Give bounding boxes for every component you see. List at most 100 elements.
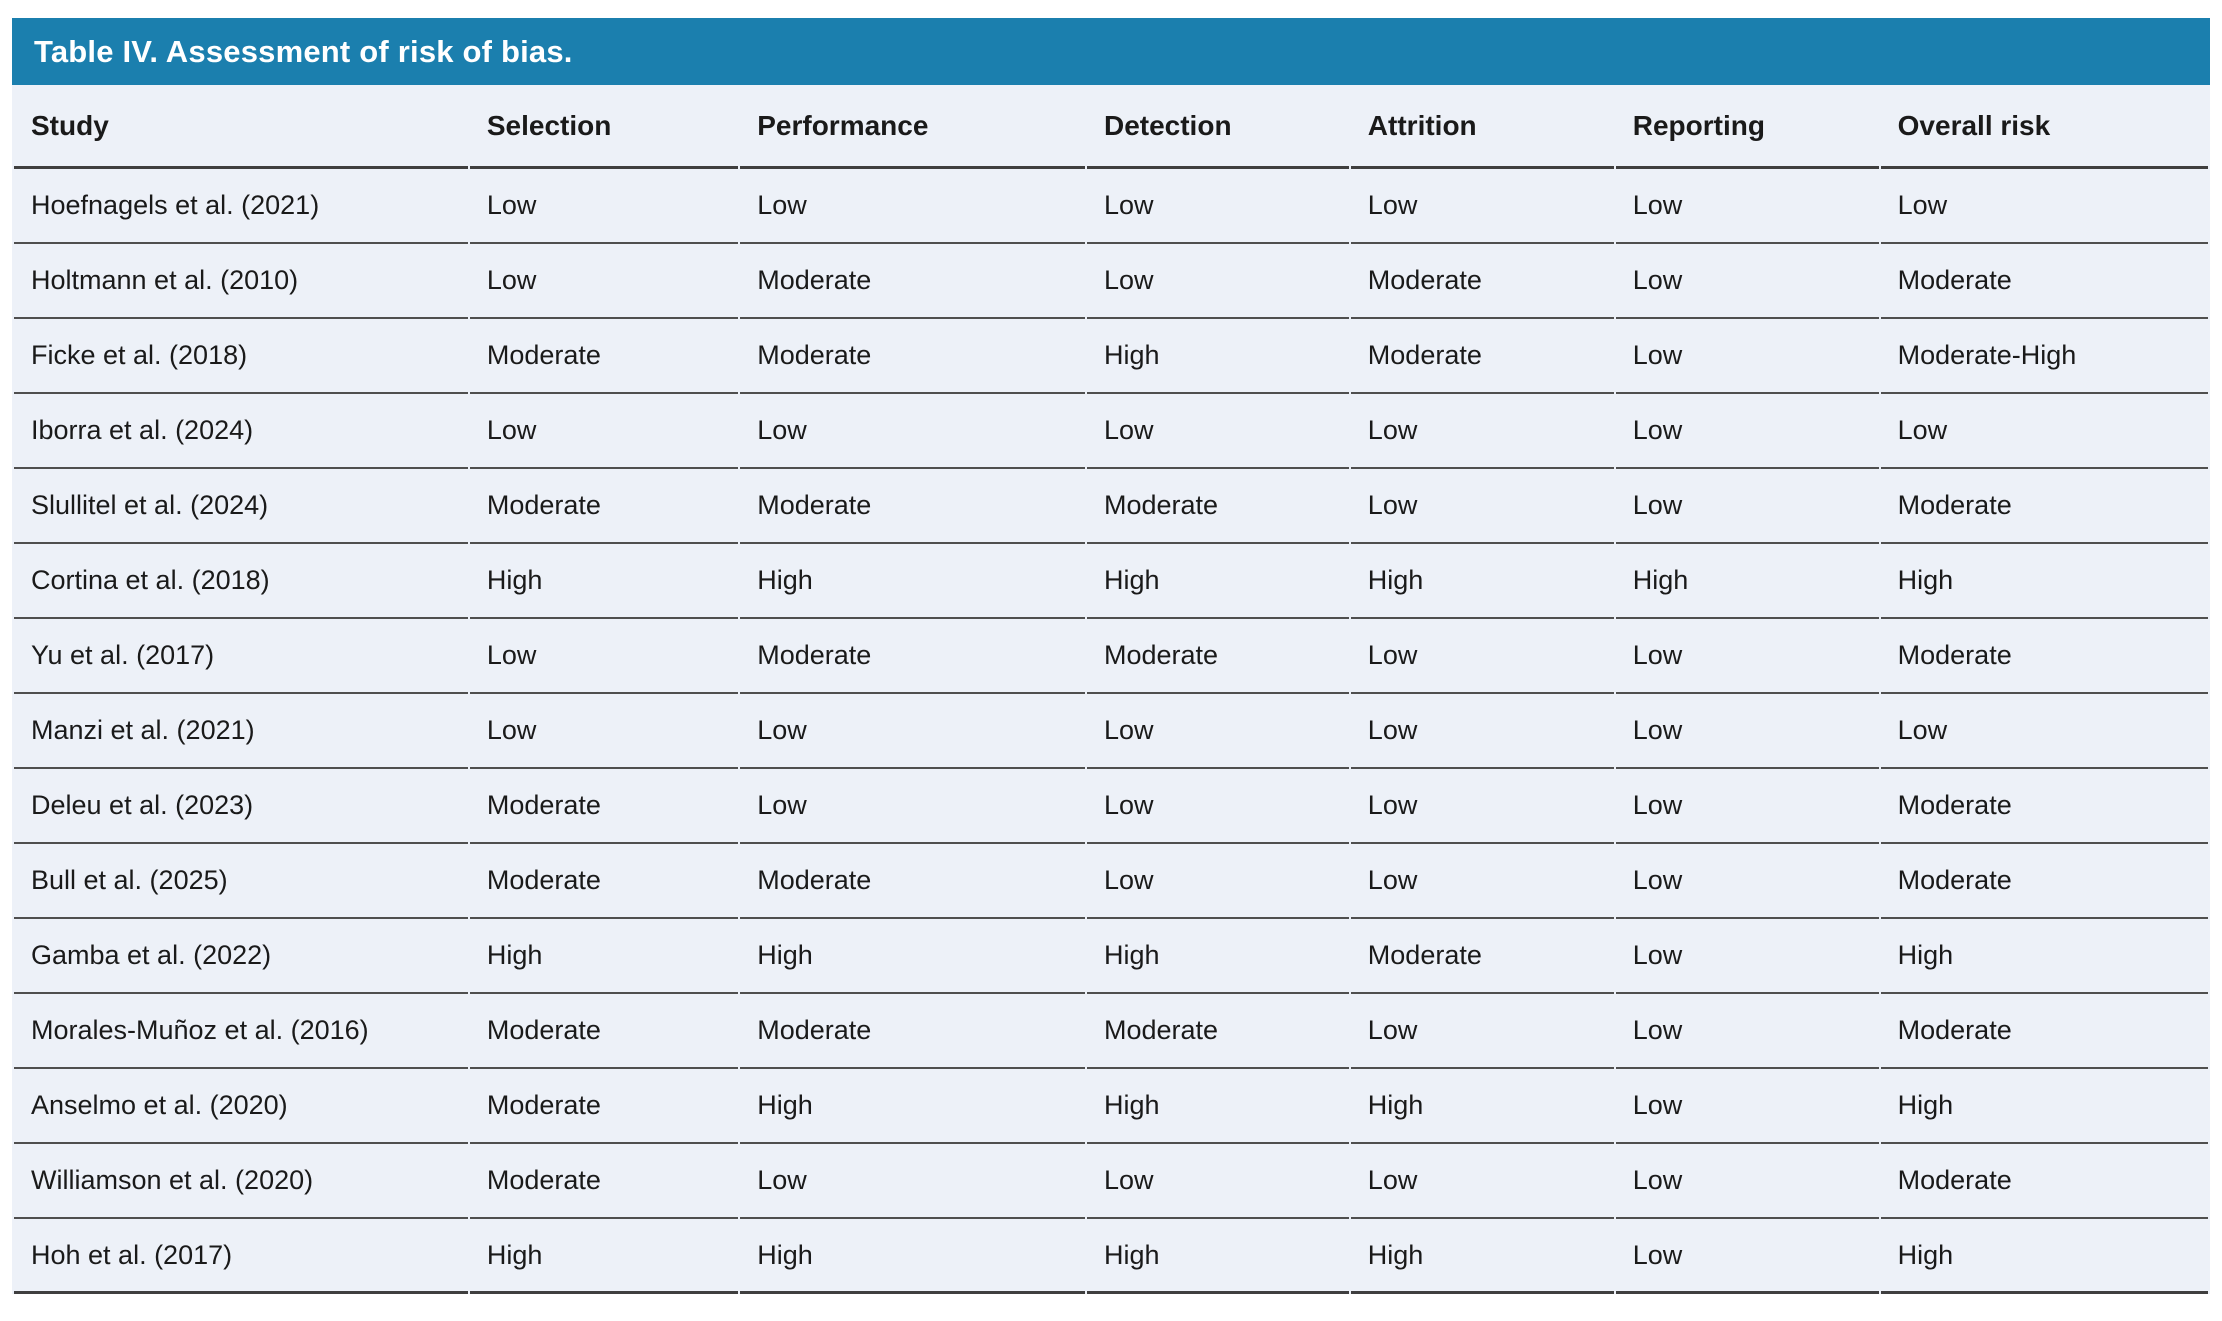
- risk-value-cell: Low: [1086, 844, 1349, 919]
- risk-value-cell: High: [1350, 1219, 1614, 1294]
- risk-value-cell: Low: [1086, 694, 1349, 769]
- risk-value-cell: Low: [469, 694, 739, 769]
- risk-value-cell: Low: [1350, 394, 1614, 469]
- risk-value-cell: Low: [469, 169, 739, 244]
- risk-value-cell: Low: [1615, 694, 1879, 769]
- risk-value-cell: Low: [1615, 994, 1879, 1069]
- risk-of-bias-table: Study Selection Performance Detection Attrit…: [12, 85, 2210, 1294]
- risk-value-cell: Low: [740, 1144, 1085, 1219]
- risk-value-cell: High: [1086, 1219, 1349, 1294]
- risk-value-cell: Moderate: [469, 319, 739, 394]
- risk-value-cell: Moderate: [469, 769, 739, 844]
- risk-value-cell: Low: [1615, 244, 1879, 319]
- risk-value-cell: High: [1880, 919, 2208, 994]
- risk-value-cell: High: [1615, 544, 1879, 619]
- table-row: Deleu et al. (2023) Moderate Low Low Low Low M…: [14, 769, 2208, 844]
- risk-value-cell: Moderate: [1350, 319, 1614, 394]
- study-cell: Anselmo et al. (2020): [14, 1069, 468, 1144]
- table-row: Yu et al. (2017) Low Moderate Moderate Low Lo…: [14, 619, 2208, 694]
- risk-value-cell: Moderate: [1880, 844, 2208, 919]
- study-cell: Morales-Muñoz et al. (2016): [14, 994, 468, 1069]
- risk-value-cell: High: [1086, 919, 1349, 994]
- risk-value-cell: Low: [469, 394, 739, 469]
- risk-value-cell: Low: [1880, 694, 2208, 769]
- risk-value-cell: Moderate: [469, 994, 739, 1069]
- study-cell: Hoefnagels et al. (2021): [14, 169, 468, 244]
- risk-value-cell: Low: [1615, 769, 1879, 844]
- risk-value-cell: Moderate-High: [1880, 319, 2208, 394]
- column-header-overall-risk: Overall risk: [1880, 85, 2208, 169]
- table-row: Iborra et al. (2024) Low Low Low Low Low Low: [14, 394, 2208, 469]
- table-title: Table IV. Assessment of risk of bias.: [34, 33, 573, 69]
- risk-value-cell: Low: [469, 619, 739, 694]
- risk-value-cell: Moderate: [1350, 244, 1614, 319]
- table-row: Hoh et al. (2017) High High High High Low High: [14, 1219, 2208, 1294]
- risk-value-cell: High: [1350, 544, 1614, 619]
- risk-value-cell: Moderate: [740, 619, 1085, 694]
- risk-value-cell: Moderate: [469, 844, 739, 919]
- column-header-reporting: Reporting: [1615, 85, 1879, 169]
- study-cell: Slullitel et al. (2024): [14, 469, 468, 544]
- risk-value-cell: Moderate: [740, 844, 1085, 919]
- study-cell: Ficke et al. (2018): [14, 319, 468, 394]
- risk-value-cell: High: [1880, 544, 2208, 619]
- risk-value-cell: Low: [1615, 1069, 1879, 1144]
- risk-value-cell: Low: [1615, 919, 1879, 994]
- table-header-row: Study Selection Performance Detection Attrit…: [14, 85, 2208, 169]
- table-row: Anselmo et al. (2020) Moderate High High Hig…: [14, 1069, 2208, 1144]
- risk-value-cell: Low: [1086, 244, 1349, 319]
- risk-value-cell: High: [469, 544, 739, 619]
- risk-value-cell: Low: [740, 769, 1085, 844]
- risk-value-cell: Moderate: [1086, 619, 1349, 694]
- risk-value-cell: High: [1086, 319, 1349, 394]
- risk-value-cell: Moderate: [1880, 244, 2208, 319]
- risk-value-cell: High: [1880, 1219, 2208, 1294]
- risk-value-cell: High: [469, 919, 739, 994]
- risk-value-cell: Low: [1615, 319, 1879, 394]
- risk-value-cell: Moderate: [1350, 919, 1614, 994]
- risk-value-cell: High: [1086, 544, 1349, 619]
- risk-value-cell: Low: [1880, 169, 2208, 244]
- risk-value-cell: Low: [469, 244, 739, 319]
- risk-value-cell: Low: [1350, 169, 1614, 244]
- risk-value-cell: Low: [1350, 469, 1614, 544]
- risk-value-cell: Moderate: [1880, 1144, 2208, 1219]
- table-title-bar: Table IV. Assessment of risk of bias.: [12, 18, 2210, 85]
- risk-value-cell: Low: [1350, 1144, 1614, 1219]
- risk-value-cell: Moderate: [740, 244, 1085, 319]
- risk-value-cell: Low: [1615, 169, 1879, 244]
- study-cell: Iborra et al. (2024): [14, 394, 468, 469]
- risk-value-cell: Low: [740, 694, 1085, 769]
- risk-value-cell: High: [1086, 1069, 1349, 1144]
- column-header-study: Study: [14, 85, 468, 169]
- risk-value-cell: Low: [1086, 394, 1349, 469]
- risk-value-cell: High: [740, 919, 1085, 994]
- table-row: Gamba et al. (2022) High High High Moderate L…: [14, 919, 2208, 994]
- risk-value-cell: Low: [1615, 469, 1879, 544]
- column-header-attrition: Attrition: [1350, 85, 1614, 169]
- risk-value-cell: High: [740, 544, 1085, 619]
- table-row: Cortina et al. (2018) High High High High Hig…: [14, 544, 2208, 619]
- table-row: Morales-Muñoz et al. (2016) Moderate Moder…: [14, 994, 2208, 1069]
- risk-value-cell: Low: [1880, 394, 2208, 469]
- risk-value-cell: Moderate: [1880, 769, 2208, 844]
- table-row: Hoefnagels et al. (2021) Low Low Low Low Low L…: [14, 169, 2208, 244]
- column-header-performance: Performance: [740, 85, 1085, 169]
- table-row: Bull et al. (2025) Moderate Moderate Low Low…: [14, 844, 2208, 919]
- study-cell: Bull et al. (2025): [14, 844, 468, 919]
- table-row: Ficke et al. (2018) Moderate Moderate High M…: [14, 319, 2208, 394]
- risk-value-cell: Low: [1615, 1219, 1879, 1294]
- study-cell: Hoh et al. (2017): [14, 1219, 468, 1294]
- study-cell: Williamson et al. (2020): [14, 1144, 468, 1219]
- table-row: Slullitel et al. (2024) Moderate Moderate M…: [14, 469, 2208, 544]
- risk-value-cell: Low: [740, 394, 1085, 469]
- risk-value-cell: Low: [1350, 694, 1614, 769]
- risk-value-cell: Low: [1615, 394, 1879, 469]
- risk-value-cell: Low: [740, 169, 1085, 244]
- risk-value-cell: Low: [1615, 619, 1879, 694]
- study-cell: Holtmann et al. (2010): [14, 244, 468, 319]
- risk-value-cell: High: [1880, 1069, 2208, 1144]
- table-row: Manzi et al. (2021) Low Low Low Low Low Low: [14, 694, 2208, 769]
- study-cell: Gamba et al. (2022): [14, 919, 468, 994]
